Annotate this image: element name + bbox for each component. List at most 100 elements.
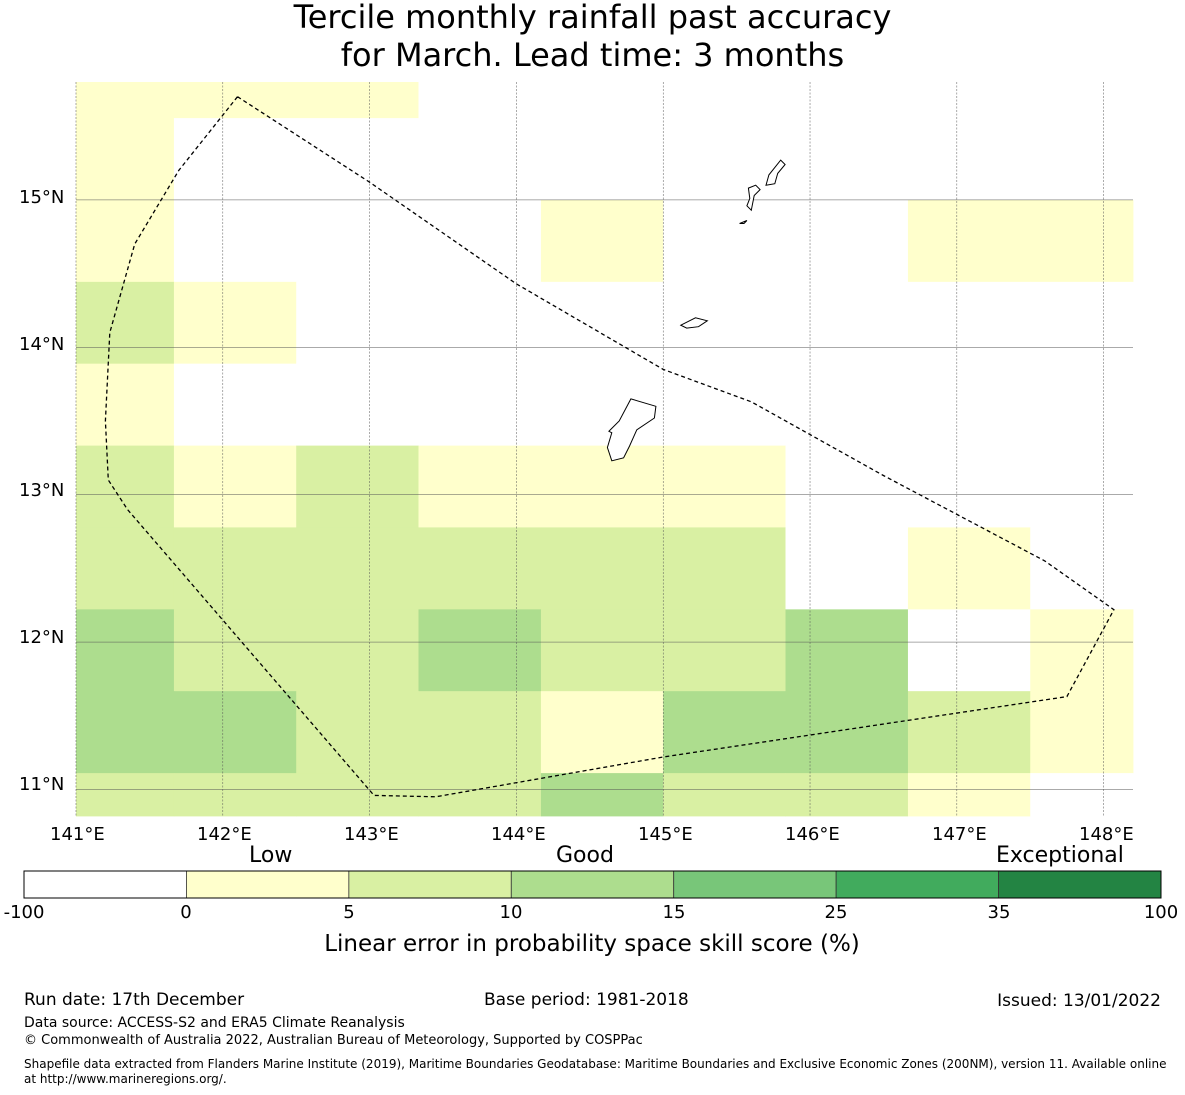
chart-title-line-2: for March. Lead time: 3 months	[340, 36, 845, 74]
grid-cell	[76, 118, 175, 201]
grid-cell	[418, 82, 542, 119]
grid-cell	[296, 609, 419, 692]
grid-cell	[907, 281, 1031, 365]
grid-cell	[663, 691, 786, 774]
x-tick-148: 148°E	[1079, 824, 1134, 845]
grid-cell	[1030, 773, 1134, 817]
skill-grid	[76, 82, 1134, 817]
grid-cell	[418, 363, 542, 447]
x-tick-145: 145°E	[638, 824, 693, 845]
grid-cell	[663, 609, 786, 692]
shapefile-credit-line-2: at http://www.marineregions.org/.	[24, 1072, 227, 1086]
grid-cell	[76, 281, 175, 365]
grid-cell	[540, 609, 664, 692]
grid-cell	[418, 609, 542, 692]
grid-cell	[173, 281, 297, 365]
grid-cell	[418, 281, 542, 365]
shapefile-credit-line-1: Shapefile data extracted from Flanders M…	[24, 1057, 1167, 1071]
grid-cell	[296, 82, 419, 119]
colorbar-segment	[835, 870, 999, 899]
colorbar-tick: 15	[662, 902, 686, 923]
x-tick-144: 144°E	[491, 824, 546, 845]
y-tick-12: 12°N	[19, 627, 65, 648]
grid-cell	[785, 527, 909, 610]
category-low: Low	[249, 843, 293, 868]
grid-cell	[663, 199, 786, 283]
colorbar-tick: 10	[499, 902, 523, 923]
grid-cell	[785, 363, 909, 447]
grid-cell	[76, 82, 175, 119]
data-source: Data source: ACCESS-S2 and ERA5 Climate …	[24, 1015, 405, 1031]
island-tinian	[746, 184, 761, 212]
grid-cell	[907, 691, 1031, 774]
colorbar-tick: 100	[1143, 902, 1179, 923]
grid-cell	[296, 118, 419, 201]
colorbar-segment	[510, 870, 675, 899]
grid-cell	[296, 363, 419, 447]
grid-cell	[173, 527, 297, 610]
grid-cell	[173, 609, 297, 692]
grid-cell	[663, 281, 786, 365]
grid-cell	[296, 445, 419, 528]
grid-cell	[173, 199, 297, 283]
grid-cell	[1030, 281, 1134, 365]
grid-cell	[173, 445, 297, 528]
grid-cell	[76, 691, 175, 774]
grid-cell	[540, 199, 664, 283]
x-tick-142: 142°E	[197, 824, 252, 845]
colorbar-tick: 5	[343, 902, 355, 923]
grid-cell	[540, 527, 664, 610]
grid-cell	[173, 118, 297, 201]
grid-cell	[1030, 82, 1134, 119]
grid-cell	[76, 199, 175, 283]
colorbar-segment	[998, 870, 1162, 899]
grid-cell	[418, 691, 542, 774]
grid-cell	[907, 609, 1031, 692]
graticule	[75, 82, 1133, 816]
grid-cell	[663, 118, 786, 201]
island-saipan	[765, 159, 786, 186]
grid-cell	[1030, 363, 1134, 447]
grid-cell	[418, 118, 542, 201]
grid-cell	[663, 527, 786, 610]
grid-cell	[76, 445, 175, 528]
colorbar-segment	[23, 870, 187, 899]
category-good: Good	[556, 843, 614, 868]
grid-cell	[907, 527, 1031, 610]
grid-cell	[296, 199, 419, 283]
grid-cell	[1030, 199, 1134, 283]
grid-cell	[173, 363, 297, 447]
island-aguijan	[739, 220, 748, 224]
colorbar-segment	[186, 870, 350, 899]
y-tick-14: 14°N	[19, 334, 65, 355]
grid-cell	[785, 691, 909, 774]
grid-cell	[296, 281, 419, 365]
grid-cell	[418, 773, 542, 817]
grid-cell	[907, 363, 1031, 447]
grid-cell	[296, 527, 419, 610]
grid-cell	[663, 773, 786, 817]
grid-cell	[296, 691, 419, 774]
colorbar	[23, 870, 1162, 899]
grid-cell	[1030, 527, 1134, 610]
grid-cell	[907, 199, 1031, 283]
grid-cell	[418, 445, 542, 528]
y-tick-13: 13°N	[19, 480, 65, 501]
x-tick-143: 143°E	[344, 824, 399, 845]
grid-cell	[540, 691, 664, 774]
colorbar-segment	[348, 870, 512, 899]
grid-cell	[418, 199, 542, 283]
y-tick-15: 15°N	[19, 187, 65, 208]
grid-cell	[418, 527, 542, 610]
grid-cell	[785, 773, 909, 817]
grid-cell	[76, 773, 175, 817]
grid-cell	[907, 118, 1031, 201]
grid-cell	[785, 281, 909, 365]
grid-cell	[540, 118, 664, 201]
grid-cell	[296, 773, 419, 817]
colorbar-tick: 0	[180, 902, 192, 923]
grid-cell	[173, 773, 297, 817]
x-tick-146: 146°E	[785, 824, 840, 845]
grid-cell	[173, 691, 297, 774]
category-exceptional: Exceptional	[996, 843, 1124, 868]
